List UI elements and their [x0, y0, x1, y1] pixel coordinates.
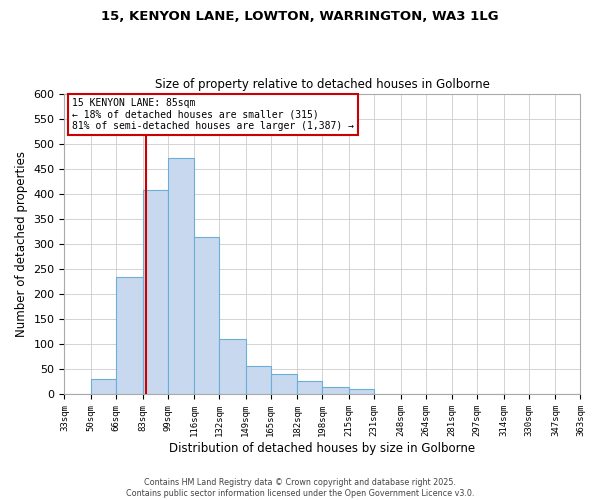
Text: Contains HM Land Registry data © Crown copyright and database right 2025.
Contai: Contains HM Land Registry data © Crown c…	[126, 478, 474, 498]
Bar	[143, 190, 167, 394]
Bar	[194, 237, 219, 394]
Bar	[322, 387, 349, 394]
Title: Size of property relative to detached houses in Golborne: Size of property relative to detached ho…	[155, 78, 490, 91]
Bar	[298, 381, 322, 394]
Bar	[91, 380, 116, 394]
X-axis label: Distribution of detached houses by size in Golborne: Distribution of detached houses by size …	[169, 442, 476, 455]
Bar	[116, 277, 143, 394]
Text: 15 KENYON LANE: 85sqm
← 18% of detached houses are smaller (315)
81% of semi-det: 15 KENYON LANE: 85sqm ← 18% of detached …	[72, 98, 354, 132]
Bar	[167, 158, 194, 394]
Y-axis label: Number of detached properties: Number of detached properties	[15, 151, 28, 337]
Bar	[271, 374, 298, 394]
Bar	[219, 340, 246, 394]
Bar	[349, 390, 374, 394]
Text: 15, KENYON LANE, LOWTON, WARRINGTON, WA3 1LG: 15, KENYON LANE, LOWTON, WARRINGTON, WA3…	[101, 10, 499, 23]
Bar	[246, 366, 271, 394]
